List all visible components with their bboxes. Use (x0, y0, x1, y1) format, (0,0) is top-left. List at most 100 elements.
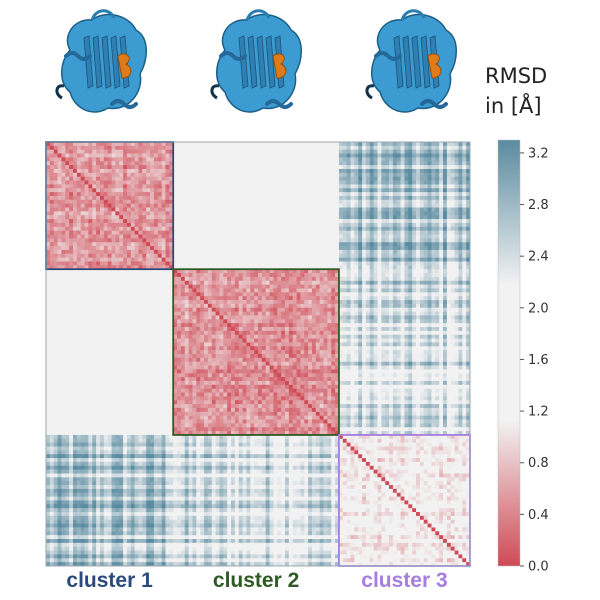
heatmap-cell (165, 215, 170, 220)
heatmap-cell (192, 249, 197, 255)
heatmap-cell (204, 296, 209, 301)
heatmap-cell (107, 168, 112, 174)
heatmap-cell (412, 280, 417, 286)
heatmap-cell (96, 184, 101, 189)
heatmap-cell (61, 273, 66, 278)
heatmap-cell (103, 219, 109, 224)
heatmap-cell (362, 288, 367, 293)
heatmap-cell (389, 203, 394, 208)
heatmap-cell (111, 311, 116, 316)
heatmap-cell (377, 226, 382, 232)
heatmap-cell (103, 261, 109, 266)
heatmap-cell (200, 234, 205, 239)
heatmap-cell (269, 242, 274, 247)
heatmap-cell (115, 207, 120, 212)
heatmap-cell (126, 303, 132, 309)
heatmap-cell (196, 269, 201, 274)
heatmap-cell (435, 238, 440, 243)
heatmap-cell (49, 157, 55, 162)
heatmap-cell (315, 184, 321, 189)
heatmap-cell (400, 242, 405, 247)
heatmap-cell (211, 176, 216, 181)
heatmap-cell (153, 242, 159, 247)
heatmap-cell (446, 296, 452, 301)
heatmap-cell (227, 261, 232, 266)
heatmap-cell (157, 142, 163, 147)
heatmap-cell (346, 257, 351, 262)
heatmap-cell (126, 288, 132, 293)
heatmap-cell (65, 269, 70, 274)
heatmap-cell (443, 288, 448, 293)
heatmap-cell (204, 292, 209, 297)
heatmap-cell (300, 265, 305, 270)
heatmap-cell (234, 157, 240, 162)
heatmap-cell (369, 242, 375, 247)
heatmap-cell (80, 215, 85, 220)
heatmap-cell (223, 269, 228, 274)
heatmap-cell (234, 184, 240, 189)
heatmap-cell (250, 157, 255, 162)
heatmap-cell (119, 303, 124, 309)
heatmap-cell (119, 296, 124, 301)
heatmap-cell (381, 215, 386, 220)
heatmap-cell (346, 203, 351, 208)
heatmap-cell (96, 172, 101, 178)
heatmap-cell (304, 300, 309, 305)
heatmap-cell (134, 172, 139, 178)
heatmap-cell (88, 307, 93, 312)
heatmap-cell (84, 257, 89, 262)
heatmap-cell (423, 234, 428, 239)
heatmap-cell (258, 238, 263, 243)
heatmap-cell (350, 261, 355, 266)
heatmap-cell (381, 300, 386, 305)
heatmap-cell (435, 234, 440, 239)
heatmap-cell (215, 180, 220, 185)
heatmap-cell (342, 307, 348, 312)
heatmap-cell (288, 165, 294, 170)
heatmap-cell (369, 292, 375, 297)
heatmap-cell (392, 157, 398, 162)
heatmap-cell (65, 180, 70, 185)
heatmap-cell (346, 288, 351, 293)
heatmap-cell (408, 184, 413, 189)
heatmap-cell (335, 276, 340, 282)
heatmap-cell (362, 246, 367, 251)
heatmap-cell (335, 149, 340, 154)
heatmap-cell (146, 222, 151, 228)
heatmap-cell (134, 257, 139, 262)
heatmap-cell (173, 192, 178, 197)
heatmap-cell (311, 284, 317, 289)
heatmap-cell (273, 145, 278, 151)
heatmap-cell (466, 296, 471, 301)
heatmap-cell (381, 261, 386, 266)
heatmap-cell (458, 215, 463, 220)
heatmap-cell (377, 149, 382, 154)
heatmap-cell (138, 238, 143, 243)
heatmap-cell (242, 307, 247, 312)
heatmap-cell (354, 153, 359, 158)
heatmap-cell (362, 157, 367, 162)
heatmap-cell (169, 280, 174, 286)
heatmap-cell (269, 215, 274, 220)
heatmap-cell (311, 149, 317, 154)
heatmap-cell (153, 269, 159, 274)
heatmap-cell (338, 257, 344, 262)
heatmap-cell (157, 246, 163, 251)
heatmap-cell (296, 288, 301, 293)
heatmap-cell (358, 222, 363, 228)
heatmap-cell (446, 280, 452, 286)
heatmap-cell (119, 261, 124, 266)
heatmap-cell (130, 296, 136, 301)
heatmap-cell (288, 180, 294, 185)
heatmap-cell (408, 288, 413, 293)
heatmap-cell (392, 226, 398, 232)
heatmap-cell (431, 246, 436, 251)
heatmap-cell (196, 307, 201, 312)
heatmap-cell (308, 276, 313, 282)
heatmap-cell (84, 176, 89, 181)
heatmap-cell (134, 145, 139, 151)
heatmap-cell (350, 207, 355, 212)
heatmap-cell (96, 242, 101, 247)
heatmap-cell (443, 172, 448, 178)
heatmap-cell (80, 149, 85, 154)
